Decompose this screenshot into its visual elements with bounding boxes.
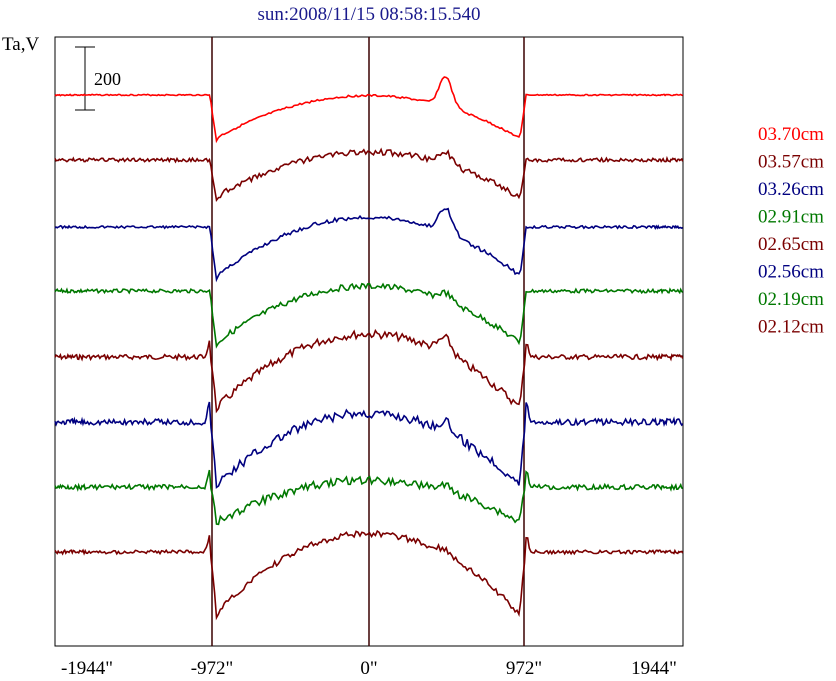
legend-entry: 03.70cm: [758, 124, 824, 145]
series-line-03.57cm: [54, 147, 684, 202]
scale-bar-label: 200: [94, 69, 121, 89]
series-line-03.70cm: [54, 76, 683, 144]
legend-entry: 03.26cm: [758, 179, 824, 200]
series-line-03.26cm: [54, 207, 683, 283]
x-tick-label: 972": [506, 658, 542, 679]
series-line-02.19cm: [54, 469, 684, 526]
legend-entry: 02.91cm: [758, 207, 824, 228]
legend-entry: 02.12cm: [758, 317, 824, 338]
x-tick-label: 1944": [631, 658, 677, 679]
y-axis-label: Ta,V: [2, 34, 39, 55]
legend-entry: 02.65cm: [758, 234, 824, 255]
x-tick-label: -972": [191, 658, 234, 679]
series-layer: [54, 76, 684, 621]
legend-entry: 02.56cm: [758, 262, 824, 283]
legend-entry: 02.19cm: [758, 289, 824, 310]
series-line-02.91cm: [54, 282, 684, 349]
scale-bar: 200: [75, 46, 121, 111]
x-tick-labels: -1944" -972" 0" 972" 1944": [61, 658, 677, 679]
series-line-02.65cm: [54, 328, 684, 414]
vertical-markers: [211, 37, 525, 646]
x-tick-label: 0": [360, 658, 377, 679]
series-line-02.12cm: [54, 529, 684, 621]
series-line-02.56cm: [54, 401, 684, 489]
legend: 03.70cm 03.57cm 03.26cm 02.91cm 02.65cm 02.56…: [758, 124, 824, 338]
chart-title: sun:2008/11/15 08:58:15.540: [257, 4, 480, 25]
legend-entry: 03.57cm: [758, 152, 824, 173]
x-tick-label: -1944": [61, 658, 113, 679]
